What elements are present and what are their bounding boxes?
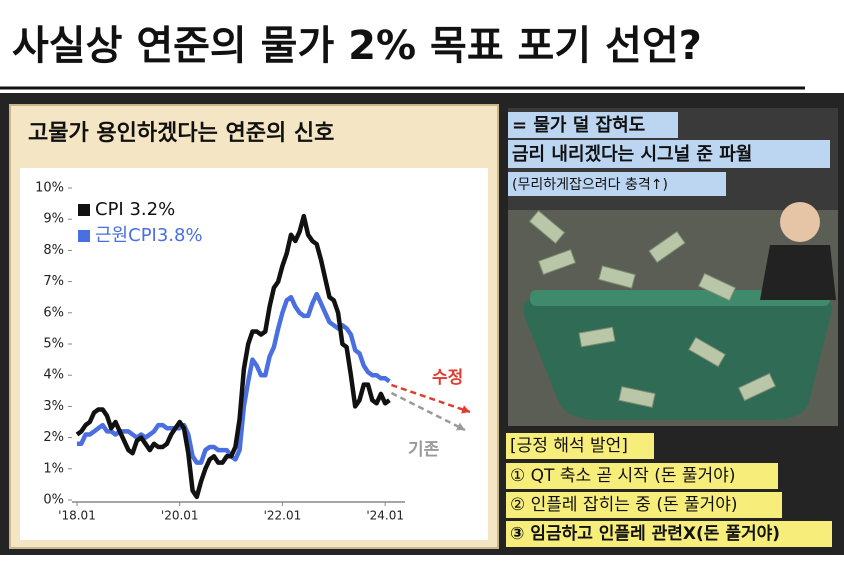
- remark-item: ③ 임금하고 인플레 관련X(돈 풀거야): [510, 523, 780, 544]
- annotation-label: 수정: [432, 368, 463, 388]
- callout-line: (무리하게잡으려다 충격↑): [512, 177, 668, 193]
- x-tick-label: '22.01: [264, 509, 302, 523]
- y-tick-label: 1%: [43, 461, 64, 476]
- page-title: 사실상 연준의 물가 2% 목표 포기 선언?: [12, 23, 702, 69]
- remark-bg: [506, 433, 654, 459]
- y-tick-label: 5%: [43, 337, 64, 352]
- y-tick-label: 4%: [43, 368, 64, 383]
- y-tick-label: 10%: [35, 181, 64, 196]
- arrow-head: [456, 422, 465, 431]
- x-tick-label: '24.01: [366, 509, 404, 523]
- arrow-head: [461, 405, 470, 414]
- x-tick-label: '20.01: [161, 509, 199, 523]
- remarks-heading: [긍정 해석 발언]: [510, 436, 628, 456]
- y-tick-label: 9%: [43, 212, 64, 227]
- remark-bg: [506, 492, 782, 518]
- annotation-label: 기존: [408, 440, 440, 460]
- y-tick-label: 8%: [43, 243, 64, 258]
- plot-area: [20, 168, 488, 540]
- callout-bg: [508, 112, 678, 138]
- legend-swatch: [78, 204, 90, 216]
- y-tick-label: 0%: [43, 493, 64, 508]
- callout-line: 금리 내리겠다는 시그널 준 파월: [512, 144, 752, 165]
- annotation-arrow: [391, 383, 471, 414]
- callout-bg: [508, 140, 830, 168]
- callout-line: = 물가 덜 잡혀도: [512, 115, 645, 136]
- annotation-arrow: [390, 391, 466, 432]
- x-tick-label: '18.01: [58, 509, 96, 523]
- legend-label: CPI 3.2%: [95, 199, 175, 220]
- y-tick-label: 3%: [43, 399, 64, 414]
- series-line: [77, 291, 391, 465]
- remark-item: ② 인플레 잡히는 중 (돈 풀거야): [510, 495, 738, 515]
- callout-bg: [508, 172, 726, 196]
- y-tick-label: 2%: [43, 430, 64, 445]
- remarks: [긍정 해석 발언] ① QT 축소 곧 시작 (돈 풀거야) ② 인플레 잡히…: [506, 433, 832, 547]
- y-tick-label: 6%: [43, 305, 64, 320]
- series-line: [75, 213, 391, 500]
- y-tick-label: 7%: [43, 274, 64, 289]
- panel-title: 고물가 용인하겠다는 연준의 신호: [28, 121, 334, 146]
- legend-label: 근원CPI3.8%: [95, 225, 203, 246]
- remark-item: ① QT 축소 곧 시작 (돈 풀거야): [510, 466, 735, 486]
- remark-bg: [506, 463, 778, 489]
- callout: = 물가 덜 잡혀도 금리 내리겠다는 시그널 준 파월 (무리하게잡으려다 충…: [508, 112, 830, 196]
- legend-swatch: [78, 230, 90, 242]
- remark-bg: [506, 521, 832, 547]
